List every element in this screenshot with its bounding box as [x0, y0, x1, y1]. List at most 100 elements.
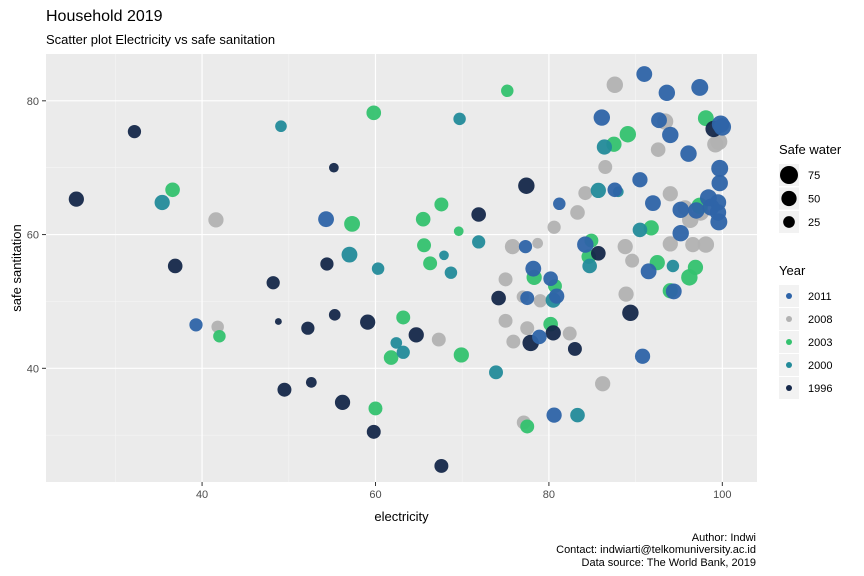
point-2008 [685, 236, 701, 253]
point-1996 [266, 276, 280, 290]
point-2011 [711, 174, 728, 192]
point-2003 [453, 347, 469, 363]
point-2011 [577, 236, 594, 253]
point-2011 [634, 348, 651, 364]
legend-year: Year 2011 2008 2003 2000 1996 [779, 263, 832, 399]
point-2003 [501, 84, 514, 98]
point-1996 [360, 314, 376, 330]
point-2003 [344, 215, 360, 232]
point-2011 [645, 195, 661, 212]
point-2011 [651, 112, 667, 129]
point-2011 [632, 172, 648, 188]
legend-size-swatch [781, 190, 797, 207]
legend-color-label: 1996 [808, 383, 832, 395]
point-2003 [368, 401, 383, 416]
point-2011 [553, 197, 566, 211]
caption-author: Author: Indwi [692, 532, 756, 544]
x-tick-label: 100 [713, 489, 731, 501]
point-1996 [434, 458, 449, 473]
legend-color-title: Year [779, 263, 806, 278]
legend-color-label: 2003 [808, 337, 832, 349]
legend-safe-water: Safe water 75 50 25 [779, 142, 842, 233]
point-2003 [383, 350, 399, 365]
point-1996 [277, 382, 292, 397]
y-tick-label: 80 [27, 96, 39, 108]
point-2008 [211, 320, 224, 334]
plot-panel [46, 54, 757, 482]
caption: Author: Indwi Contact: indwiarti@telkomu… [556, 532, 756, 569]
caption-contact: Contact: indwiarti@telkomuniversity.ac.i… [556, 544, 756, 556]
point-2008 [431, 332, 446, 347]
point-2003 [396, 310, 411, 325]
point-2008 [532, 237, 544, 249]
x-axis-title: electricity [374, 509, 429, 524]
axis-ticks: 40 60 80 100 40 60 80 [27, 96, 732, 501]
legend-size-label: 75 [808, 170, 820, 182]
point-2003 [165, 182, 180, 198]
point-2003 [415, 211, 431, 227]
legend-size-label: 50 [808, 194, 820, 206]
point-1996 [471, 207, 486, 222]
point-2008 [697, 236, 715, 253]
point-1996 [491, 290, 506, 306]
point-1996 [591, 245, 606, 261]
point-2003 [520, 419, 535, 434]
point-2011 [520, 291, 535, 306]
data-points [68, 66, 732, 473]
point-2008 [504, 238, 521, 255]
point-2011 [688, 202, 705, 219]
point-2008 [520, 321, 535, 336]
point-2008 [625, 253, 640, 268]
caption-source: Data source: The World Bank, 2019 [582, 557, 756, 569]
point-2000 [341, 246, 358, 263]
point-1996 [366, 424, 381, 439]
y-axis-title: safe santitation [9, 224, 24, 311]
legend-color-swatch [786, 362, 792, 368]
point-1996 [622, 304, 639, 322]
point-2008 [650, 142, 666, 157]
y-tick-label: 40 [27, 363, 39, 375]
point-2000 [439, 250, 449, 261]
point-2000 [570, 407, 585, 423]
y-tick-label: 60 [27, 230, 39, 242]
point-2011 [593, 109, 611, 126]
point-2000 [632, 222, 648, 238]
point-2003 [643, 220, 659, 236]
point-2003 [687, 259, 704, 275]
point-2011 [518, 239, 533, 254]
point-2008 [617, 238, 633, 255]
legend-size-swatch [783, 216, 795, 228]
point-2011 [318, 211, 334, 228]
point-2008 [606, 76, 624, 93]
point-2003 [453, 226, 464, 237]
x-tick-label: 80 [543, 489, 555, 501]
point-2008 [598, 160, 613, 174]
point-2008 [506, 334, 521, 349]
point-2000 [596, 139, 613, 155]
point-2011 [546, 407, 562, 423]
point-2011 [691, 78, 709, 96]
point-1996 [334, 394, 351, 411]
point-2003 [434, 197, 449, 212]
point-2003 [366, 105, 382, 121]
point-1996 [518, 177, 535, 194]
point-1996 [408, 327, 424, 343]
point-1996 [329, 162, 339, 173]
legend-size-label: 25 [808, 217, 820, 229]
point-1996 [301, 321, 315, 335]
legend-color-label: 2000 [808, 360, 832, 372]
point-2008 [533, 294, 547, 308]
point-1996 [305, 376, 317, 388]
point-1996 [567, 341, 582, 356]
point-2008 [595, 376, 611, 392]
point-2011 [525, 260, 542, 277]
point-2011 [189, 318, 203, 332]
point-2000 [453, 112, 466, 126]
point-2011 [672, 225, 689, 242]
point-2011 [640, 263, 657, 280]
point-2000 [582, 258, 597, 274]
point-2000 [396, 345, 410, 359]
legend-color-swatch [786, 385, 792, 391]
point-2008 [710, 133, 728, 151]
